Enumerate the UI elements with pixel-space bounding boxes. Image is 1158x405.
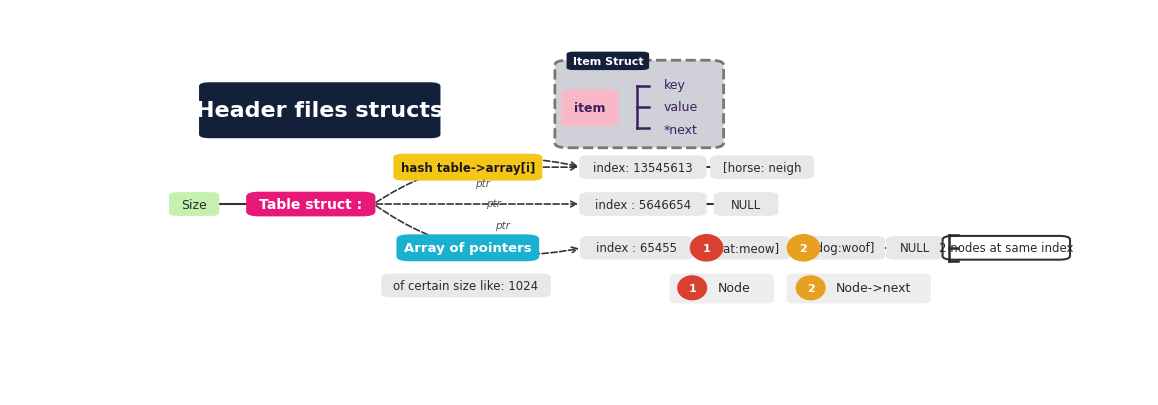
Text: 1: 1: [688, 283, 696, 293]
Text: [dog:woof]: [dog:woof]: [812, 242, 874, 255]
FancyBboxPatch shape: [555, 61, 724, 148]
FancyBboxPatch shape: [713, 193, 778, 216]
FancyBboxPatch shape: [394, 154, 542, 181]
FancyBboxPatch shape: [169, 193, 219, 216]
Text: [cat:meow]: [cat:meow]: [712, 242, 779, 255]
Ellipse shape: [787, 235, 820, 261]
Text: index: 13545613: index: 13545613: [593, 161, 692, 174]
Text: Array of pointers: Array of pointers: [404, 242, 532, 255]
Text: 2: 2: [800, 243, 807, 253]
Text: index : 65455: index : 65455: [596, 242, 677, 255]
Text: 2 nodes at same index: 2 nodes at same index: [939, 242, 1073, 255]
Text: index : 5646654: index : 5646654: [595, 198, 691, 211]
Text: ptr: ptr: [494, 221, 510, 231]
Text: value: value: [664, 101, 698, 114]
FancyBboxPatch shape: [396, 235, 540, 262]
Text: Size: Size: [182, 198, 207, 211]
Text: [horse: neigh: [horse: neigh: [723, 161, 801, 174]
Ellipse shape: [797, 276, 824, 300]
Text: Table struct :: Table struct :: [259, 198, 362, 211]
FancyBboxPatch shape: [566, 53, 650, 71]
Text: ptr: ptr: [475, 178, 490, 188]
Text: 2: 2: [807, 283, 814, 293]
Text: Header files structs: Header files structs: [196, 101, 444, 121]
Text: key: key: [664, 79, 686, 92]
Ellipse shape: [677, 276, 706, 300]
Text: *next: *next: [664, 123, 697, 136]
FancyBboxPatch shape: [701, 237, 791, 260]
Text: Item Struct: Item Struct: [572, 57, 643, 67]
Text: 1: 1: [703, 243, 710, 253]
Text: Node: Node: [717, 281, 750, 294]
FancyBboxPatch shape: [579, 156, 706, 179]
Ellipse shape: [690, 235, 723, 261]
FancyBboxPatch shape: [579, 193, 706, 216]
FancyBboxPatch shape: [801, 237, 885, 260]
FancyBboxPatch shape: [580, 237, 694, 260]
Text: item: item: [574, 102, 606, 115]
FancyBboxPatch shape: [199, 83, 440, 139]
Text: of certain size like: 1024: of certain size like: 1024: [394, 279, 538, 292]
FancyBboxPatch shape: [886, 237, 944, 260]
Text: hash table->array[i]: hash table->array[i]: [401, 161, 535, 174]
FancyBboxPatch shape: [669, 274, 774, 304]
FancyBboxPatch shape: [943, 237, 1070, 260]
Text: NULL: NULL: [900, 242, 930, 255]
FancyBboxPatch shape: [562, 90, 618, 127]
FancyBboxPatch shape: [786, 274, 931, 304]
FancyBboxPatch shape: [710, 156, 814, 179]
Text: NULL: NULL: [731, 198, 761, 211]
FancyBboxPatch shape: [381, 274, 551, 297]
FancyBboxPatch shape: [247, 192, 375, 217]
Text: ptr: ptr: [486, 199, 500, 209]
Text: Node->next: Node->next: [836, 281, 911, 294]
